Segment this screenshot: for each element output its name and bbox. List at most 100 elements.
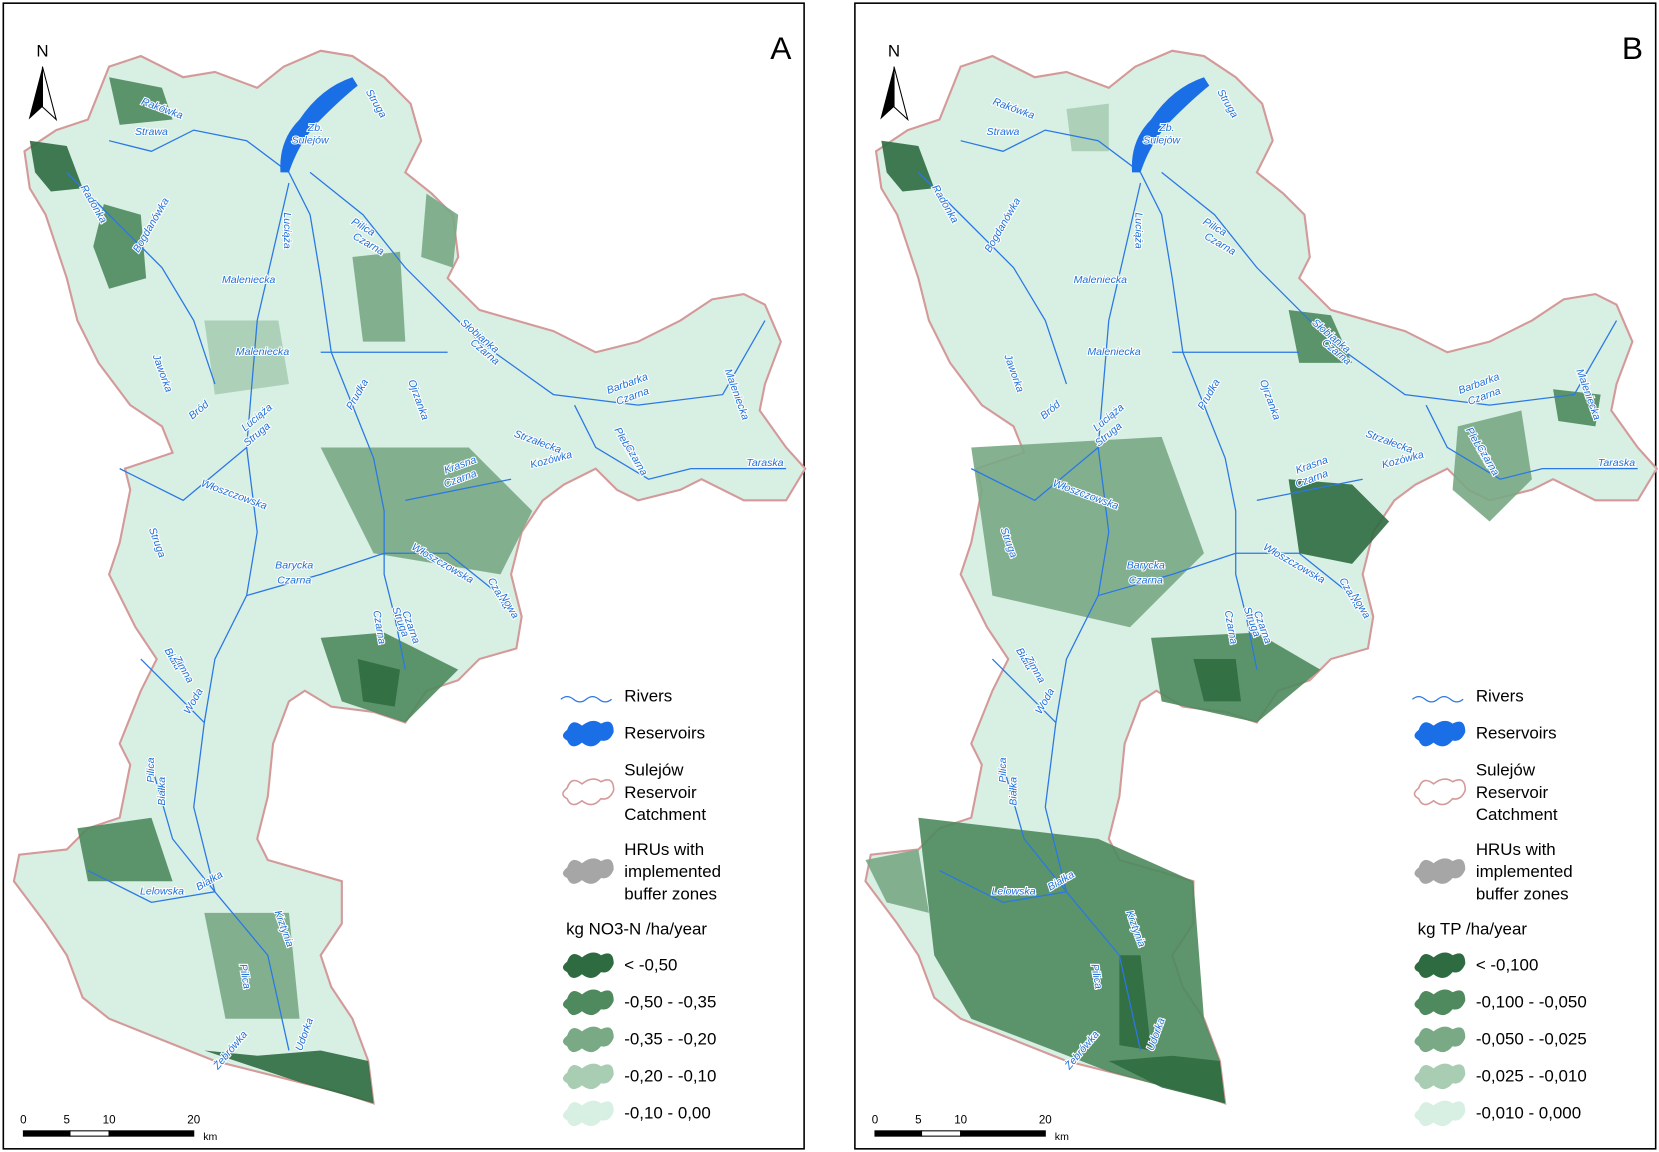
legend-title: kg TP /ha/year — [1418, 919, 1528, 938]
legend-symbol — [1414, 952, 1466, 979]
legend-symbol — [562, 1063, 614, 1090]
legend-label: -0,010 - 0,000 — [1476, 1103, 1581, 1122]
scale-label: 0 — [872, 1113, 879, 1126]
river — [1002, 764, 1067, 893]
hru-zone — [1108, 1055, 1226, 1104]
panel-letter: B — [1622, 30, 1643, 66]
river — [970, 446, 1099, 502]
legend-symbol — [1414, 1100, 1466, 1127]
hru-zone — [204, 320, 289, 395]
river-label: Białka — [1007, 777, 1019, 806]
hru-zone — [1193, 659, 1242, 702]
scale-label: 10 — [954, 1113, 967, 1126]
legend-label: -0,100 - -0,050 — [1476, 992, 1587, 1011]
river-label: Czarna — [277, 575, 311, 587]
hru-zone — [352, 251, 406, 342]
scale-label: 20 — [187, 1113, 200, 1126]
hru-zone — [1288, 479, 1390, 564]
hru-zone — [77, 817, 173, 882]
river-label: Pilica — [237, 963, 253, 990]
north-arrow — [893, 66, 909, 122]
north-arrow — [28, 66, 43, 120]
legend-symbol — [562, 720, 614, 747]
river — [1425, 404, 1638, 480]
hru-zone — [204, 1050, 374, 1104]
legend-label: -0,050 - -0,025 — [1476, 1029, 1587, 1048]
catchment — [12, 49, 807, 1105]
north-label: N — [36, 41, 48, 60]
legend-title: kg NO3-N /ha/year — [566, 919, 707, 938]
scale-label: 10 — [103, 1113, 116, 1126]
legend-label: HRUs with — [1476, 840, 1556, 859]
river — [1044, 182, 1142, 1051]
hru-zone — [1288, 309, 1353, 363]
river-label: Czarna — [1222, 609, 1240, 645]
scale-label: 5 — [915, 1113, 921, 1126]
river-label: Zb. — [1158, 122, 1174, 134]
river-label: Maleniecka — [236, 346, 290, 358]
legend-label: Sulejów — [624, 761, 684, 780]
river — [288, 172, 406, 670]
legend-label: < -0,100 — [1476, 955, 1539, 974]
river — [917, 171, 1068, 385]
legend-symbol — [1414, 989, 1466, 1016]
legend-label: Rivers — [624, 687, 672, 706]
hru-zone — [109, 77, 173, 125]
reservoir — [1131, 77, 1210, 173]
legend-label: -0,20 - -0,10 — [624, 1066, 716, 1085]
river-label: Barycka — [275, 560, 313, 572]
legend-label: Reservoir — [624, 783, 697, 802]
north-arrow — [41, 66, 58, 122]
river-label: Taraska — [1598, 457, 1635, 469]
river-label: Pilica — [1088, 963, 1104, 990]
hru-zone — [1119, 955, 1152, 1051]
river — [309, 171, 766, 406]
legend-symbol — [562, 1100, 614, 1127]
scale-bar — [921, 1130, 962, 1137]
river — [66, 171, 216, 385]
legend-label: -0,025 - -0,010 — [1476, 1066, 1587, 1085]
river — [1256, 478, 1363, 501]
hru-zone — [357, 659, 401, 707]
hru-zone — [29, 140, 83, 192]
legend-symbol — [562, 778, 615, 806]
north-arrow — [880, 66, 895, 120]
scale-label: km — [203, 1131, 217, 1143]
river — [991, 658, 1057, 723]
river-label: Zb. — [307, 122, 323, 134]
river-label: Czarna — [1129, 575, 1163, 587]
river-label: Maleniecka — [222, 274, 276, 286]
river-label: Sulejów — [292, 134, 330, 146]
scale-bar — [960, 1130, 1046, 1137]
legend-label: Reservoirs — [1476, 724, 1557, 743]
legend-label: Catchment — [624, 805, 706, 824]
hru-zone — [1452, 410, 1532, 522]
river-label: Barycka — [1127, 560, 1165, 572]
scale-bar — [874, 1130, 923, 1137]
river — [405, 478, 512, 501]
legend-label: -0,10 - 0,00 — [624, 1103, 710, 1122]
river-label: Luciąża — [1133, 212, 1145, 249]
hru-zone — [1553, 389, 1601, 427]
legend-symbol — [562, 952, 614, 979]
hru-zone — [421, 193, 459, 268]
scale-label: 0 — [20, 1113, 27, 1126]
hru-zone — [1066, 103, 1109, 152]
river — [108, 129, 290, 173]
river — [573, 404, 787, 480]
legend-label: Reservoir — [1476, 783, 1549, 802]
river — [246, 552, 501, 597]
scale-bar — [108, 1130, 195, 1137]
legend-label: Rivers — [1476, 687, 1524, 706]
legend-symbol — [1414, 1063, 1466, 1090]
river-label: Lelowska — [140, 886, 184, 898]
river — [939, 870, 1067, 904]
river — [1139, 172, 1258, 670]
hru-zone — [93, 204, 147, 289]
legend-label: -0,50 - -0,35 — [624, 992, 716, 1011]
legend-symbol — [1414, 1026, 1466, 1053]
scale-bar — [22, 1130, 71, 1137]
river-label: Luciąża — [281, 212, 293, 249]
river — [193, 182, 290, 1051]
